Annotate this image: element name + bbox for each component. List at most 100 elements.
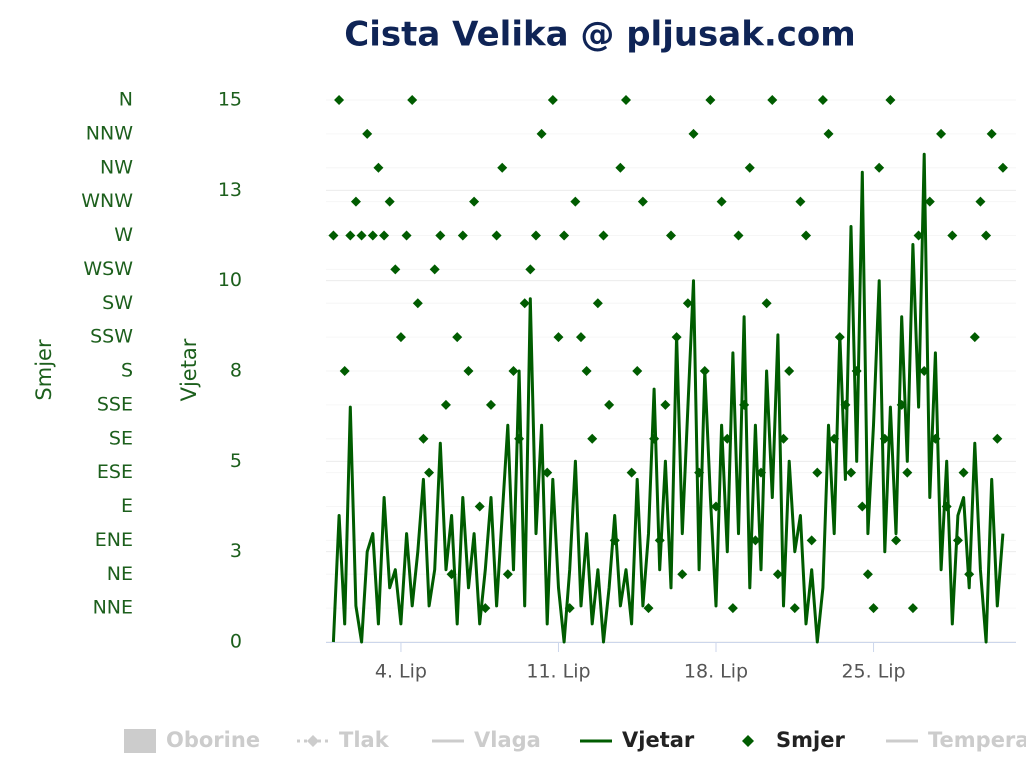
y-tick-label: 3 — [230, 540, 242, 562]
direction-point — [666, 230, 676, 241]
direction-point — [604, 399, 615, 410]
legend-item[interactable]: Vjetar — [580, 728, 695, 752]
direction-point — [952, 535, 963, 546]
legend-item[interactable]: Temperatura — [886, 728, 1026, 752]
direction-point — [592, 298, 603, 309]
direction-point — [615, 162, 626, 173]
direction-point — [334, 95, 345, 105]
direction-point — [919, 366, 930, 376]
direction-point — [739, 399, 750, 410]
y2-tick-label: W — [114, 224, 133, 246]
direction-point — [429, 264, 440, 275]
direction-point — [660, 399, 671, 410]
legend-symbol — [742, 735, 754, 747]
y2-tick-label: NW — [100, 156, 133, 178]
direction-point — [407, 95, 418, 105]
direction-point — [812, 467, 823, 478]
direction-point — [547, 95, 558, 105]
legend-label: Temperatura — [928, 728, 1026, 752]
legend-symbol — [124, 729, 156, 753]
direction-point — [671, 332, 682, 343]
direction-point — [896, 399, 907, 410]
direction-point — [350, 196, 361, 207]
direction-point — [756, 467, 767, 478]
direction-point — [643, 603, 654, 614]
direction-point — [727, 603, 738, 614]
direction-point — [440, 399, 451, 410]
y2-tick-label: NE — [107, 563, 133, 585]
y2-axis-title: Smjer — [32, 339, 56, 401]
direction-point — [508, 366, 519, 376]
direction-point — [424, 467, 435, 478]
y-axis-title: Vjetar — [177, 338, 201, 401]
direction-point — [570, 196, 581, 207]
direction-point — [328, 230, 339, 241]
legend-symbol — [307, 735, 319, 747]
direction-point — [480, 603, 491, 614]
direction-point — [733, 230, 744, 241]
direction-point — [874, 162, 885, 173]
direction-point — [806, 535, 817, 546]
direction-point — [559, 230, 570, 241]
direction-point — [525, 264, 536, 275]
direction-point — [694, 467, 705, 478]
direction-point — [924, 196, 935, 207]
y2-tick-label: WSW — [83, 258, 133, 280]
direction-point — [947, 230, 958, 241]
direction-point — [581, 366, 592, 376]
direction-point — [373, 162, 384, 173]
direction-point — [958, 467, 969, 478]
direction-point — [502, 569, 513, 580]
y-tick-label: 15 — [218, 89, 242, 111]
direction-point — [750, 535, 761, 546]
direction-point — [587, 433, 598, 444]
direction-point — [632, 366, 643, 376]
direction-point — [553, 332, 564, 343]
direction-point — [469, 196, 480, 207]
direction-point — [356, 230, 367, 241]
direction-point — [418, 433, 429, 444]
direction-point — [384, 196, 395, 207]
direction-point — [474, 501, 485, 512]
direction-point — [846, 467, 857, 478]
direction-point — [862, 569, 873, 580]
direction-point — [997, 162, 1008, 173]
direction-point — [390, 264, 401, 275]
direction-point — [379, 230, 390, 241]
direction-point — [401, 230, 412, 241]
direction-point — [772, 569, 783, 580]
y2-tick-label: SW — [102, 292, 133, 314]
direction-point — [362, 128, 373, 139]
legend-item[interactable]: Oborine — [124, 728, 260, 753]
y2-tick-label: ESE — [97, 461, 133, 483]
direction-point — [491, 230, 502, 241]
direction-point — [986, 128, 997, 139]
y2-tick-label: WNW — [81, 190, 133, 212]
direction-point — [964, 569, 975, 580]
y2-tick-label: SSW — [90, 326, 133, 348]
legend-item[interactable]: Smjer — [742, 728, 845, 752]
legend-label: Vjetar — [622, 728, 695, 752]
direction-point — [879, 433, 890, 444]
direction-point — [677, 569, 688, 580]
x-tick-label: 18. Lip — [684, 661, 748, 683]
direction-point — [857, 501, 868, 512]
legend-item[interactable]: Tlak — [297, 728, 390, 752]
direction-point — [519, 298, 530, 309]
direction-point — [801, 230, 812, 241]
direction-point — [992, 433, 1003, 444]
direction-point — [367, 230, 378, 241]
direction-point — [722, 433, 733, 444]
y-tick-label: 10 — [218, 269, 242, 291]
y-tick-label: 0 — [230, 631, 242, 653]
wind-line — [331, 152, 1005, 644]
legend-label: Tlak — [339, 728, 390, 752]
direction-point — [345, 230, 356, 241]
legend-item[interactable]: Vlaga — [432, 728, 541, 752]
direction-point — [620, 95, 631, 105]
y2-tick-label: NNW — [86, 122, 133, 144]
direction-point — [395, 332, 406, 343]
x-tick-label: 25. Lip — [841, 661, 905, 683]
direction-point — [452, 332, 463, 343]
